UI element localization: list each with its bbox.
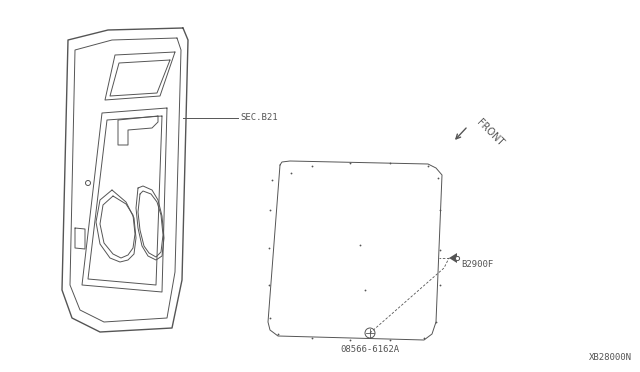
Text: B2900F: B2900F <box>461 260 493 269</box>
Polygon shape <box>449 253 457 263</box>
Text: XB28000N: XB28000N <box>589 353 632 362</box>
Text: SEC.B21: SEC.B21 <box>240 113 278 122</box>
Text: 08566-6162A: 08566-6162A <box>340 345 399 354</box>
Text: FRONT: FRONT <box>474 117 505 148</box>
